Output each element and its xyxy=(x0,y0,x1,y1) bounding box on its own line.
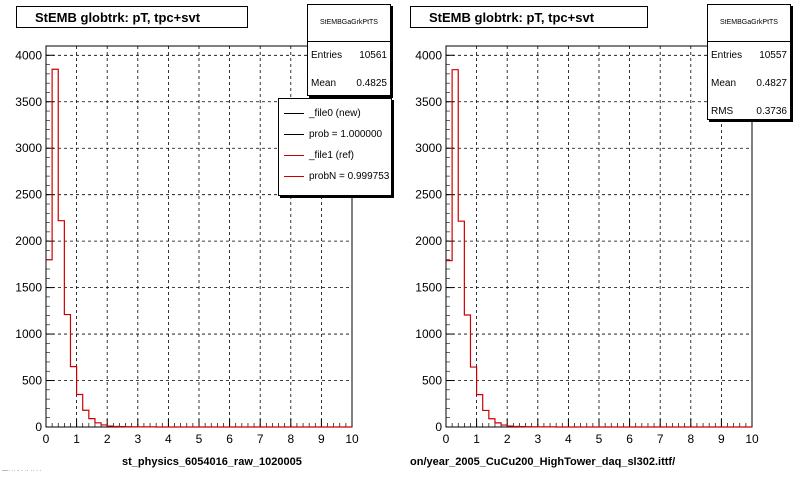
y-tick-label: 3500 xyxy=(15,95,42,109)
x-tick-label: 10 xyxy=(745,432,759,446)
histogram-series-ref xyxy=(46,68,352,428)
x-tick-label: 2 xyxy=(104,432,111,446)
stats-row-rms: RMS 0.3736 xyxy=(708,98,790,126)
legend-line-swatch xyxy=(284,155,304,156)
stats-label: Mean xyxy=(711,78,737,89)
right-stats-box: StEMBGaGrkPtTS Entries 10557 Mean 0.4827… xyxy=(707,4,791,120)
stats-row-mean: Mean 0.4825 xyxy=(308,70,390,98)
left-histogram-title: StEMB globtrk: pT, tpc+svt xyxy=(16,6,248,28)
y-tick-label: 1000 xyxy=(15,327,42,341)
x-tick-label: 5 xyxy=(196,432,203,446)
stats-value: 0.4827 xyxy=(756,78,787,89)
x-tick-label: 7 xyxy=(257,432,264,446)
stats-value: 0.3736 xyxy=(756,106,787,117)
x-tick-label: 0 xyxy=(43,432,50,446)
legend-label: prob = 1.000000 xyxy=(309,129,383,140)
stats-row-entries: Entries 10557 xyxy=(708,42,790,70)
y-tick-label: 1500 xyxy=(415,281,442,295)
x-tick-label: 7 xyxy=(657,432,664,446)
left-x-axis-label: st_physics_6054016_raw_1020005 xyxy=(122,456,302,468)
stats-label: Mean xyxy=(311,78,337,89)
stats-value: 0.4825 xyxy=(356,78,387,89)
x-tick-label: 5 xyxy=(596,432,603,446)
x-tick-label: 4 xyxy=(565,432,572,446)
x-tick-label: 10 xyxy=(345,432,359,446)
stats-label: Entries xyxy=(311,50,343,61)
right-histogram-plot: 0 1 2 3 4 5 6 7 8 9 10 0 500 1000 1500 2000 2500 3000 3500… xyxy=(415,45,759,446)
x-tick-label: 2 xyxy=(504,432,511,446)
x-tick-label: 6 xyxy=(626,432,633,446)
legend-entry-probn: probN = 0.999753 xyxy=(279,166,391,187)
stats-label: RMS xyxy=(711,106,734,117)
stats-label: Entries xyxy=(711,50,743,61)
right-histogram-title: StEMB globtrk: pT, tpc+svt xyxy=(410,6,648,28)
legend-entry-prob: prob = 1.000000 xyxy=(279,124,391,145)
y-tick-label: 0 xyxy=(35,420,42,434)
y-tick-label: 500 xyxy=(422,374,442,388)
histogram-series-ref xyxy=(446,69,752,428)
y-tick-label: 0 xyxy=(435,420,442,434)
y-tick-label: 1500 xyxy=(15,281,42,295)
x-tick-label: 3 xyxy=(134,432,141,446)
x-tick-label: 3 xyxy=(534,432,541,446)
footer-text: —· ·· - · ·· ·· · · xyxy=(2,468,42,474)
legend-entry-ref: _file1 (ref) xyxy=(279,145,391,166)
y-tick-label: 3500 xyxy=(415,95,442,109)
legend-line-swatch xyxy=(284,134,304,135)
left-histogram-plot: 0 1 2 3 4 5 6 7 8 9 10 0 500 1000 1500 2000 2500 3000 3500… xyxy=(15,45,359,446)
legend-line-swatch xyxy=(284,113,304,114)
right-x-axis-label: on/year_2005_CuCu200_HighTower_daq_sl302… xyxy=(410,456,676,468)
legend-label: _file0 (new) xyxy=(309,108,361,119)
x-tick-label: 8 xyxy=(687,432,694,446)
legend-label: _file1 (ref) xyxy=(309,150,355,161)
x-tick-label: 0 xyxy=(443,432,450,446)
x-tick-label: 9 xyxy=(318,432,325,446)
x-tick-label: 6 xyxy=(226,432,233,446)
x-tick-label: 8 xyxy=(287,432,294,446)
x-tick-label: 4 xyxy=(165,432,172,446)
y-tick-label: 3000 xyxy=(415,141,442,155)
stats-row-mean: Mean 0.4827 xyxy=(708,70,790,98)
stats-value: 10561 xyxy=(359,50,387,61)
y-tick-label: 4000 xyxy=(15,48,42,62)
right-histogram-panel: 0 1 2 3 4 5 6 7 8 9 10 0 500 1000 1500 2000 2500 3000 3500… xyxy=(400,0,800,480)
x-tick-label: 1 xyxy=(473,432,480,446)
left-stats-box: StEMBGaGrkPtTS Entries 10561 Mean 0.4825 xyxy=(307,4,391,96)
y-tick-label: 1000 xyxy=(415,327,442,341)
y-tick-label: 2000 xyxy=(415,234,442,248)
left-histogram-panel: 0 1 2 3 4 5 6 7 8 9 10 0 500 1000 1500 2000 2500 3000 3500… xyxy=(15,4,392,468)
y-tick-label: 2000 xyxy=(15,234,42,248)
x-tick-label: 1 xyxy=(73,432,80,446)
legend-label: probN = 0.999753 xyxy=(309,171,390,182)
y-tick-label: 500 xyxy=(22,374,42,388)
y-tick-label: 2500 xyxy=(15,188,42,202)
legend-box: _file0 (new) prob = 1.000000 _file1 (ref… xyxy=(278,98,392,196)
stats-row-entries: Entries 10561 xyxy=(308,42,390,70)
stats-name: StEMBGaGrkPtTS xyxy=(708,5,790,42)
y-tick-label: 2500 xyxy=(415,188,442,202)
legend-line-swatch xyxy=(284,176,304,177)
x-tick-label: 9 xyxy=(718,432,725,446)
legend-entry-new: _file0 (new) xyxy=(279,103,391,124)
stats-value: 10557 xyxy=(759,50,787,61)
y-tick-label: 4000 xyxy=(415,48,442,62)
y-tick-label: 3000 xyxy=(15,141,42,155)
stats-name: StEMBGaGrkPtTS xyxy=(308,5,390,42)
